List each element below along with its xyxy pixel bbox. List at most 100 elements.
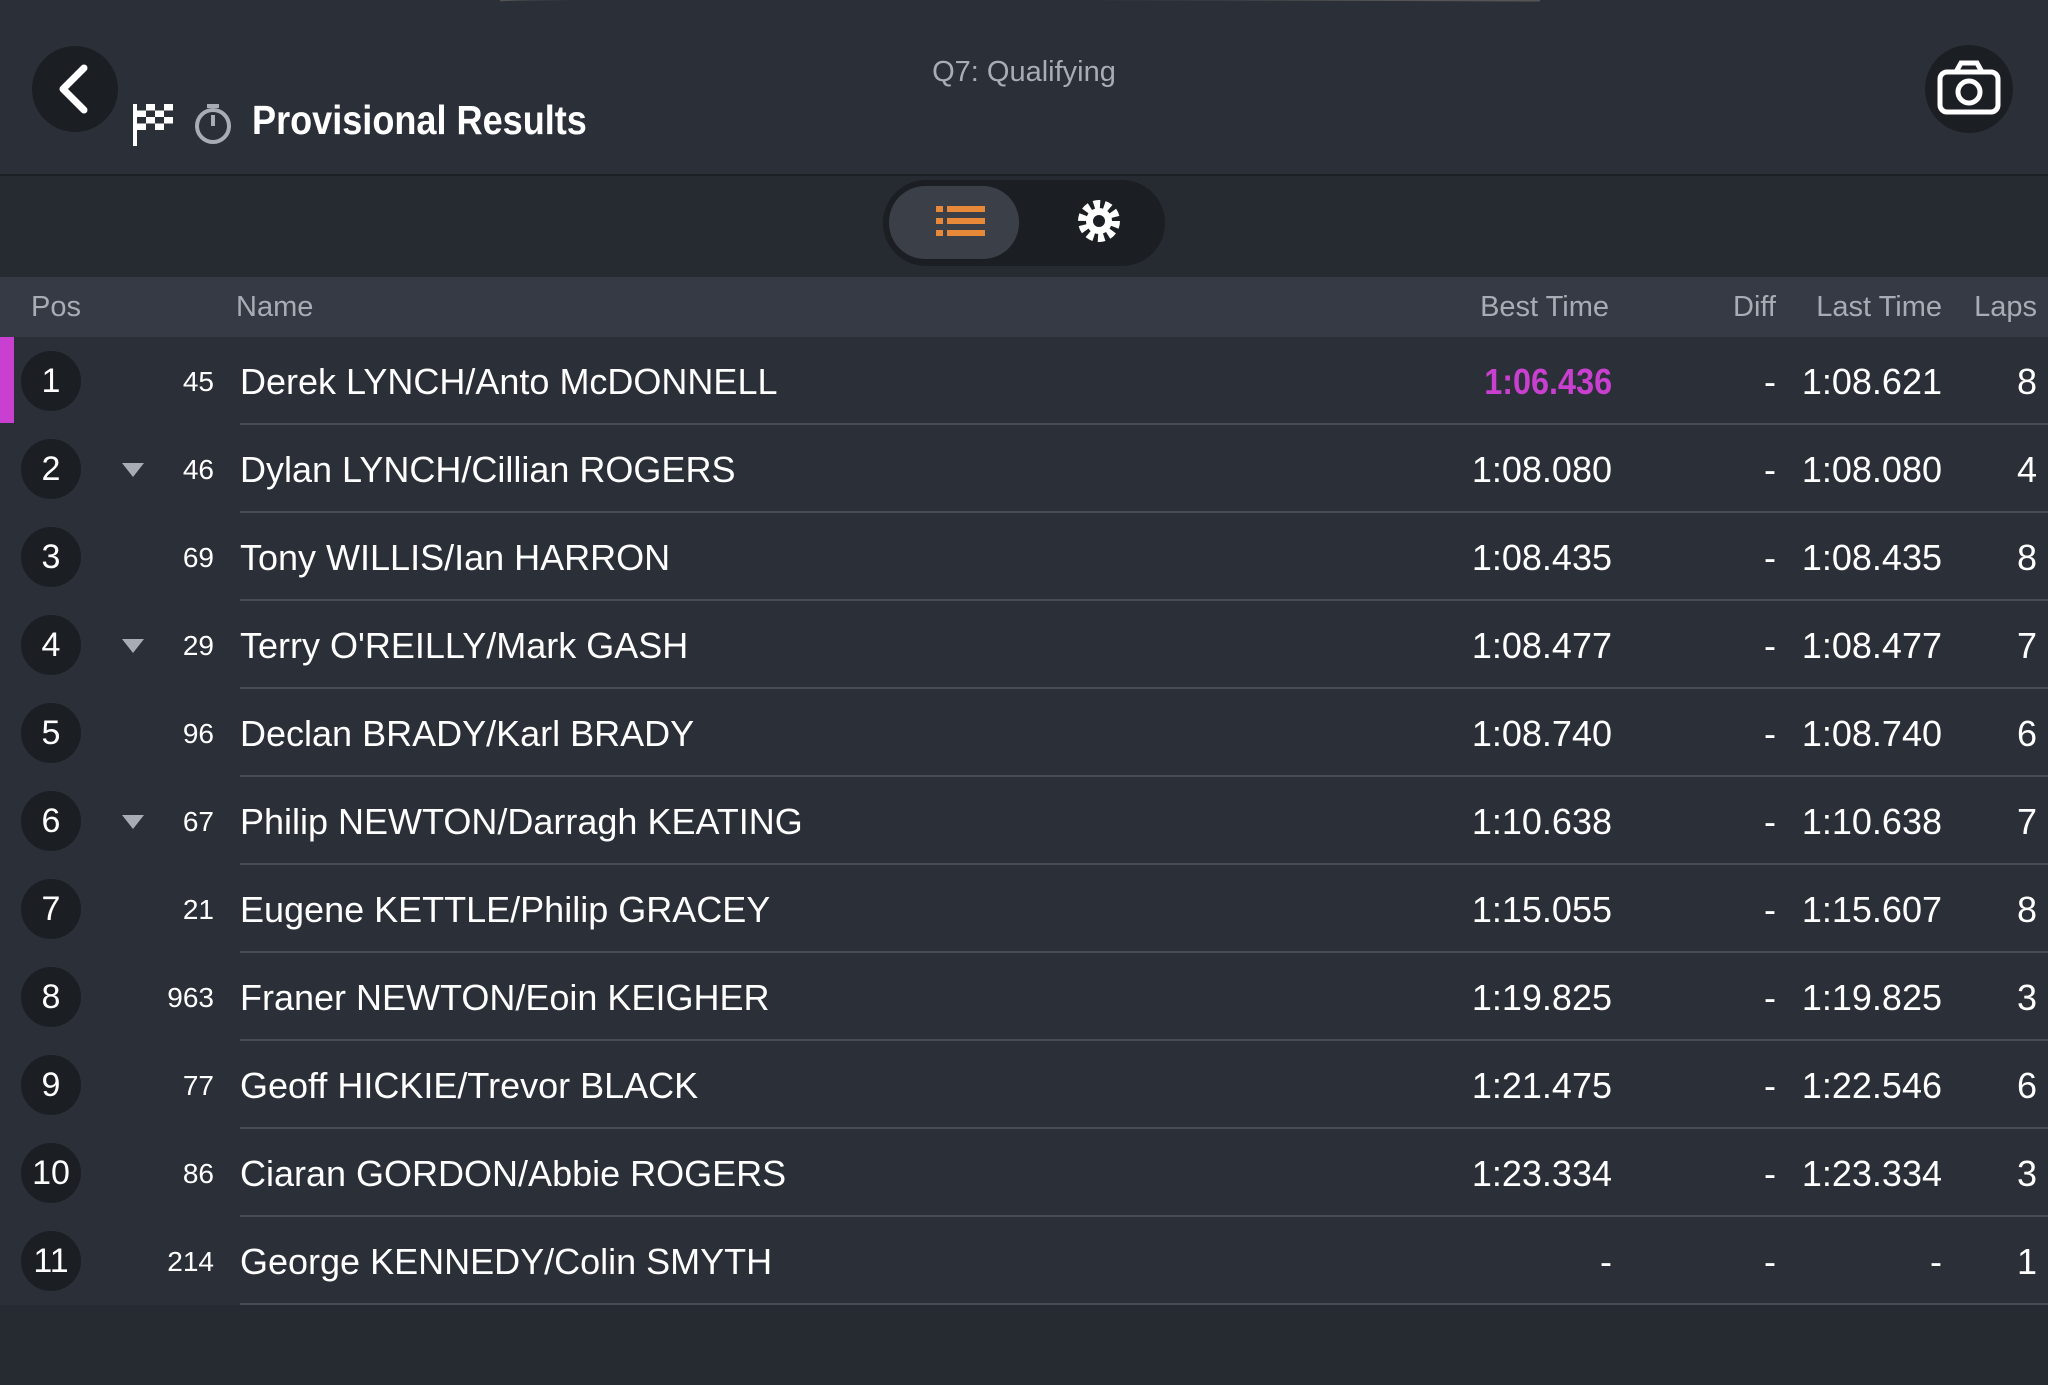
position-badge: 7 [21, 879, 81, 939]
diff: - [1764, 889, 1776, 930]
row-separator [240, 1039, 2048, 1041]
leader-bar [0, 337, 14, 423]
car-number: 29 [182, 630, 214, 661]
driver-names: Dylan LYNCH/Cillian ROGERS [240, 449, 736, 490]
position-change-icon [122, 815, 144, 829]
best-time: 1:10.638 [1471, 801, 1612, 842]
list-view-button[interactable] [889, 186, 1019, 259]
position-badge: 10 [21, 1143, 81, 1203]
result-row[interactable]: 2 46 Dylan LYNCH/Cillian ROGERS 1:08.080-1:… [0, 425, 2048, 513]
last-time: 1:08.477 [1801, 625, 1942, 666]
back-button[interactable] [32, 46, 118, 132]
column-title: Last Time [1816, 291, 1942, 323]
last-time: 1:08.080 [1801, 449, 1942, 490]
position-badge: 11 [21, 1231, 81, 1291]
driver-names: Declan BRADY/Karl BRADY [240, 713, 695, 754]
car-number: 963 [167, 982, 214, 1013]
laps: 6 [2016, 1065, 2037, 1106]
best-time: 1:15.055 [1471, 889, 1612, 930]
car-number: 45 [182, 366, 214, 397]
last-time: 1:10.638 [1801, 801, 1942, 842]
diff: - [1764, 625, 1776, 666]
diff: - [1764, 1241, 1776, 1282]
row-separator [240, 511, 2048, 513]
top-bar: Q7: Qualifying Provisional Results [0, 0, 2048, 176]
last-time: 1:19.825 [1801, 977, 1942, 1018]
result-row[interactable]: 1 45 Derek LYNCH/Anto McDONNELL 1:06.436 -1:… [0, 337, 2048, 425]
car-number: 46 [182, 454, 214, 485]
row-separator [240, 1127, 2048, 1129]
position-badge: 8 [21, 967, 81, 1027]
best-time: 1:06.436 [1484, 361, 1612, 402]
car-number: 86 [182, 1158, 214, 1189]
column-title: Name [236, 291, 314, 323]
driver-names: Geoff HICKIE/Trevor BLACK [240, 1065, 699, 1106]
column-title: Pos [31, 291, 81, 323]
driver-names: Philip NEWTON/Darragh KEATING [240, 801, 803, 842]
flag-icon [133, 104, 173, 146]
row-separator [240, 687, 2048, 689]
position-change-icon [122, 463, 144, 477]
result-row[interactable]: 7 21 Eugene KETTLE/Philip GRACEY 1:15.055 -1… [0, 865, 2048, 953]
result-row[interactable]: 3 69 Tony WILLIS/Ian HARRON 1:08.435-1:08.4… [0, 513, 2048, 601]
column-header: Pos Name Best Time Diff Last Time Laps [0, 277, 2048, 337]
result-row[interactable]: 11 214 George KENNEDY/Colin SMYTH - - - 1 [0, 1217, 2048, 1305]
view-toggle [883, 180, 1165, 266]
driver-names: Ciaran GORDON/Abbie ROGERS [240, 1153, 787, 1194]
diff: - [1764, 1153, 1776, 1194]
column-title: Laps [1974, 291, 2037, 323]
position-badge: 5 [21, 703, 81, 763]
diff: - [1764, 361, 1776, 402]
row-separator [240, 951, 2048, 953]
diff: - [1764, 1065, 1776, 1106]
laps: 7 [2016, 801, 2037, 842]
row-separator [240, 599, 2048, 601]
settings-button[interactable] [1078, 200, 1120, 242]
car-number: 77 [182, 1070, 214, 1101]
laps: 3 [2016, 977, 2037, 1018]
laps: 3 [2016, 1153, 2037, 1194]
last-time: 1:08.740 [1801, 713, 1942, 754]
driver-names: George KENNEDY/Colin SMYTH [240, 1241, 773, 1282]
camera-button[interactable] [1925, 45, 2013, 133]
car-number: 69 [182, 542, 214, 573]
last-time: 1:08.435 [1801, 537, 1942, 578]
laps: 1 [2016, 1241, 2037, 1282]
laps: 8 [2016, 889, 2037, 930]
position-change-icon [122, 639, 144, 653]
toolbar [0, 176, 2048, 277]
last-time: 1:08.621 [1801, 361, 1942, 402]
result-row[interactable]: 5 96 Declan BRADY/Karl BRADY 1:08.740-1:08.… [0, 689, 2048, 777]
result-row[interactable]: 9 77 Geoff HICKIE/Trevor BLACK 1:21.475 -1:2… [0, 1041, 2048, 1129]
laps: 4 [2016, 449, 2037, 490]
result-row[interactable]: 4 29 Terry O'REILLY/Mark GASH 1:08.477-1:08… [0, 601, 2048, 689]
result-row[interactable]: 8 963 Franer NEWTON/Eoin KEIGHER 1:19.825-1… [0, 953, 2048, 1041]
best-time: 1:08.080 [1471, 449, 1612, 490]
driver-names: Eugene KETTLE/Philip GRACEY [240, 889, 771, 930]
last-time: 1:15.607 [1801, 889, 1942, 930]
driver-names: Franer NEWTON/Eoin KEIGHER [240, 977, 770, 1018]
best-time: - [1600, 1241, 1612, 1282]
position-badge: 2 [21, 439, 81, 499]
result-row[interactable]: 6 67 Philip NEWTON/Darragh KEATING 1:10.638… [0, 777, 2048, 865]
column-title: Diff [1733, 291, 1776, 323]
diff: - [1764, 449, 1776, 490]
row-separator [240, 1215, 2048, 1217]
diff: - [1764, 537, 1776, 578]
best-time: 1:21.475 [1471, 1065, 1612, 1106]
diff: - [1764, 801, 1776, 842]
result-row[interactable]: 10 86 Ciaran GORDON/Abbie ROGERS 1:23.334-1… [0, 1129, 2048, 1217]
top-icons [32, 0, 2013, 146]
column-title: Best Time [1480, 291, 1609, 323]
last-time: - [1930, 1241, 1942, 1282]
laps: 8 [2016, 361, 2037, 402]
row-separator [240, 775, 2048, 777]
diff: - [1764, 977, 1776, 1018]
best-time: 1:08.740 [1471, 713, 1612, 754]
car-number: 67 [182, 806, 214, 837]
stopwatch-icon [195, 104, 231, 144]
position-badge: 1 [21, 351, 81, 411]
best-time: 1:08.477 [1471, 625, 1612, 666]
car-number: 96 [182, 718, 214, 749]
